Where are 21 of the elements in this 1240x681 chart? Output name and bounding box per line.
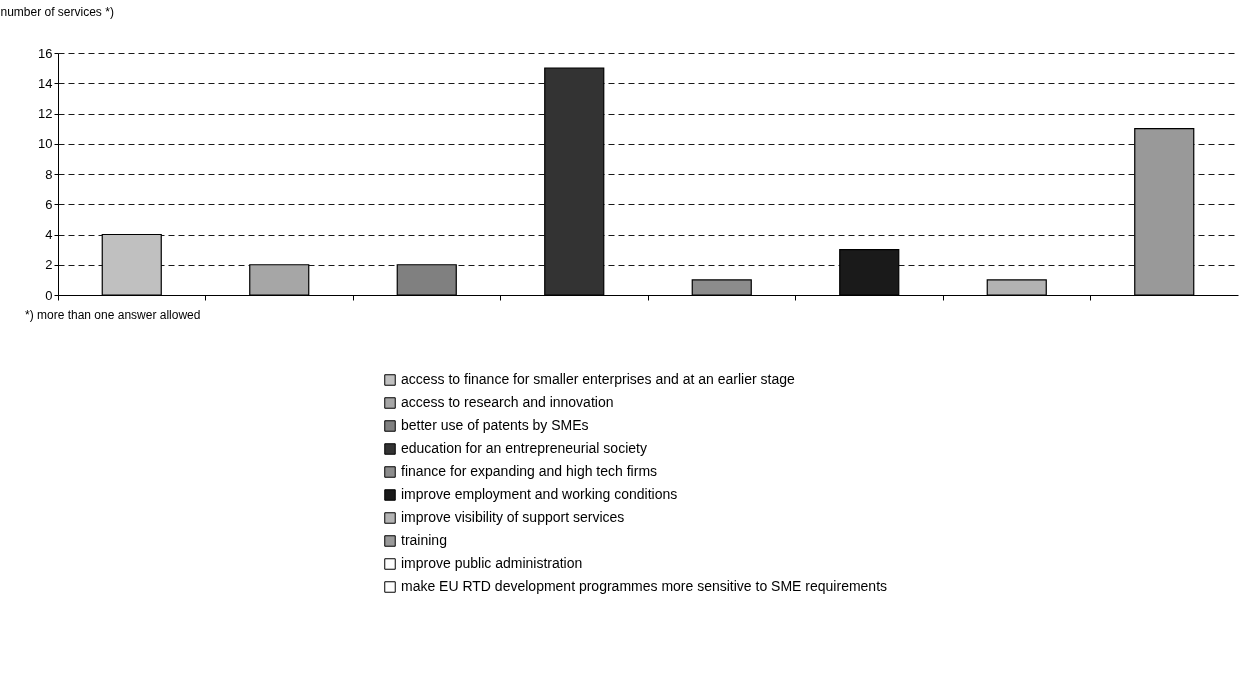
legend-label: training [401,532,447,548]
y-tick-label: 2 [45,257,53,273]
text: *) more than one answer allowed [25,308,201,322]
legend-label: access to finance for smaller enterprises and at an earlier stage [401,371,795,387]
legend-label: finance for expanding and high tech firms [401,463,658,479]
y-axis-title: number of services *) [0,4,114,19]
y-tick-label: 16 [38,45,53,61]
y-tick-label: 6 [45,196,53,212]
y-tick-label: 8 [45,166,53,182]
y-tick-label: 0 [45,287,53,303]
y-tick-label: 4 [45,227,53,242]
legend-label: improve employment and working conditions [401,486,678,502]
y-tick-label: 10 [38,136,53,152]
legend-label: access to research and innovation [401,394,614,410]
legend-label: improve public administration [401,555,583,571]
y-tick-label: 14 [38,75,53,91]
legend-label: improve visibility of support services [401,509,625,525]
legend-label: make EU RTD development programmes more sensitive to SME requirements [401,578,888,594]
y-tick-label: 12 [38,106,53,121]
legend-label: education for an entrepreneurial society [401,440,647,456]
legend-label: better use of patents by SMEs [401,417,589,433]
